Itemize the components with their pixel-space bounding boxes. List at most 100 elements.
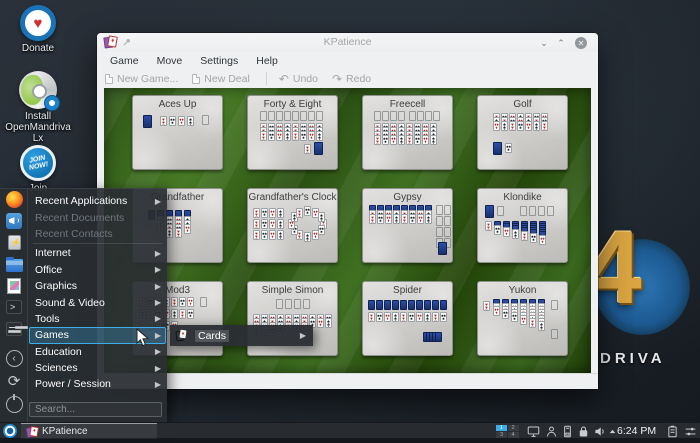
application-launcher-button[interactable] <box>3 424 17 438</box>
desktop-icon-join[interactable]: JOIN NOW! Join <box>0 145 76 194</box>
menubar-item-move[interactable]: Move <box>156 54 183 67</box>
window-menubar: Game Move Settings Help <box>97 52 598 69</box>
menu-item-recent-contacts[interactable]: Recent Contacts <box>29 226 166 242</box>
card-face-up: ♣♣♣ <box>392 312 399 322</box>
chevron-right-icon: ▶ <box>154 347 161 357</box>
window-toolbar: New Game... New Deal ↶ Undo ↷ Redo <box>97 69 598 88</box>
menu-item-games[interactable]: Games ▶ <box>29 327 166 344</box>
toolbar-button-new-game[interactable]: New Game... <box>105 73 178 85</box>
toolbar-button-new-deal[interactable]: New Deal <box>192 73 250 85</box>
digital-clock[interactable]: 6:24 PM <box>617 425 657 437</box>
menu-item-label: Education <box>35 345 82 358</box>
panel-edit-icon[interactable] <box>684 425 697 438</box>
menu-item-tools[interactable]: Tools ▶ <box>29 311 166 327</box>
pin-icon[interactable] <box>121 37 132 48</box>
menu-item-education[interactable]: Education ▶ <box>29 344 166 360</box>
window-titlebar[interactable]: KPatience ⌄ ⌃ ✕ <box>97 33 598 52</box>
display-settings-icon[interactable] <box>527 425 540 438</box>
screen-lock-icon[interactable] <box>577 425 590 438</box>
game-tile-gypsy[interactable]: Gypsy♥♥♥♠♠♠♦♦♦♣♣♣♥♥♥♠♠♠♦♦♦♣♣♣♥♥♥♠♠♠♦♦♦♣♣… <box>362 188 453 263</box>
document-new-icon <box>105 73 113 84</box>
empty-pile-outline <box>436 205 443 215</box>
clipboard-notes-icon[interactable] <box>666 425 679 438</box>
task-label: KPatience <box>42 426 88 437</box>
chevron-right-icon: ▶ <box>154 363 161 373</box>
game-tile-title: Aces Up <box>158 99 197 110</box>
game-tile-grandfather-s-clock[interactable]: Grandfather's Clock ♥♥♥ ♠♠♠ ♦♦♦ ♣♣♣ ♥♥♥ ♠♠♠ ♦♦♦… <box>247 188 338 263</box>
game-tile-forty-eight[interactable]: Forty & Eight♥♥♥♠♠♠♦♦♦♣♣♣♥♥♥♠♠♠♦♦♦♣♣♣♥♥♥… <box>247 95 338 170</box>
card-face-up: ♦♦♦ <box>385 214 392 224</box>
card-face-up: ♦♦♦ <box>269 208 276 218</box>
menubar-item-help[interactable]: Help <box>256 54 278 67</box>
card-deck <box>485 205 494 218</box>
user-icon[interactable] <box>545 425 558 438</box>
game-tile-golf[interactable]: Golf♥♥♥♠♠♠♦♦♦♣♣♣♥♥♥♠♠♠♦♦♦♣♣♣♥♥♥♠♠♠♦♦♦♣♣♣… <box>477 95 568 170</box>
chevron-right-icon: ▶ <box>154 298 161 308</box>
restart-circle-button[interactable]: ⟳ <box>0 370 28 393</box>
menu-item-graphics[interactable]: Graphics ▶ <box>29 278 166 294</box>
card-face-up: ♥♥♥ <box>260 131 267 141</box>
card-face-up: ♥♥♥ <box>253 208 260 218</box>
card-face-up: ♣♣♣ <box>277 230 284 240</box>
favorite-file-manager-icon[interactable] <box>0 254 28 276</box>
game-tile-yukon[interactable]: Yukon♥♥♥♠♠♠♦♦♦♣♣♣♥♥♥♠♠♠♦♦♦♣♣♣♥♥♥♠♠♠♦♦♦♣♣… <box>477 281 568 356</box>
taskbar-task-kpatience[interactable]: KPatience <box>21 423 157 439</box>
game-preview: ♥♥♥♠♠♠♦♦♦♣♣♣♥♥♥♠♠♠♦♦♦♣♣♣♥♥♥♠♠♠♦♦♦♣♣♣♥♥♥♠… <box>481 111 566 169</box>
window-statusbar <box>97 373 598 389</box>
search-input[interactable] <box>29 402 162 417</box>
empty-pile-outline <box>436 216 443 226</box>
menu-item-internet[interactable]: Internet ▶ <box>29 245 166 261</box>
toolbar-button-undo[interactable]: ↶ Undo <box>279 73 318 85</box>
card-face-up: ♣♣♣ <box>284 131 291 141</box>
back-circle-icon: ‹ <box>5 350 23 367</box>
card-face-up: ♠♠♠ <box>382 135 389 145</box>
tray-expander-icon[interactable] <box>606 425 619 438</box>
favorite-terminal-icon[interactable]: > <box>0 297 28 319</box>
document-new-icon <box>192 73 201 84</box>
menu-item-office[interactable]: Office ▶ <box>29 262 166 278</box>
maximize-button[interactable]: ⌃ <box>557 37 565 48</box>
toolbar-label: New Deal <box>204 72 250 85</box>
pager-desktop-2[interactable]: 2 <box>507 424 519 431</box>
menubar-item-settings[interactable]: Settings <box>200 54 239 67</box>
toolbar-separator <box>265 72 267 85</box>
game-preview: ♥♥♥♠♠♠♦♦♦♣♣♣♥♥♥♠♠♠♦♦♦♣♣♣♥♥♥♠♠♠♦♦♦♣♣♣♥♥♥♠… <box>251 111 336 169</box>
menu-item-recent-applications[interactable]: Recent Applications ▶ <box>29 193 166 209</box>
card-face-up: ♠♠♠ <box>300 131 307 141</box>
game-tile-aces-up[interactable]: Aces Up ♥♥♥ ♠♠♠ ♦♦♦ ♣♣♣ <box>132 95 223 170</box>
close-button[interactable]: ✕ <box>575 37 587 49</box>
favorite-usb-device-icon[interactable] <box>0 232 28 254</box>
menu-item-power-session[interactable]: Power / Session ▶ <box>29 376 166 392</box>
menu-item-label: Recent Contacts <box>35 227 113 240</box>
game-tile-spider[interactable]: Spider ♥♥♥ ♠♠♠ ♦♦♦ ♣♣♣ ♥♥♥ ♠♠♠ ♦♦♦ ♣♣♣ ♥♥♥ ♠♠♠ <box>362 281 453 356</box>
minimize-button[interactable]: ⌄ <box>540 37 548 48</box>
menu-item-recent-documents[interactable]: Recent Documents <box>29 209 166 225</box>
volume-icon[interactable] <box>593 425 606 438</box>
desktop-icon-donate[interactable]: ♥ Donate <box>0 5 76 54</box>
game-tile-title: Golf <box>513 99 532 110</box>
menubar-item-game[interactable]: Game <box>110 54 139 67</box>
favorite-announcement-icon[interactable] <box>0 211 28 233</box>
favorite-firefox-icon[interactable] <box>0 189 28 211</box>
pager-desktop-4[interactable]: 4 <box>507 431 519 438</box>
menu-item-label: Recent Applications <box>35 195 128 208</box>
card-face-up: ♦♦♦ <box>312 230 319 240</box>
toolbar-button-redo[interactable]: ↷ Redo <box>332 73 371 85</box>
shutdown-circle-button[interactable] <box>0 393 28 416</box>
submenu-item-cards[interactable]: Cards <box>195 329 230 342</box>
game-tile-title: Gypsy <box>393 192 422 203</box>
removable-device-icon[interactable] <box>561 425 574 438</box>
menu-item-sound-video[interactable]: Sound & Video ▶ <box>29 294 166 310</box>
desktop-icon-install[interactable]: Install OpenMandriva Lx <box>0 71 76 144</box>
card-face-up: ♥♥♥ <box>485 221 492 231</box>
pager-desktop-3[interactable]: 3 <box>496 431 507 438</box>
game-tile-freecell[interactable]: Freecell♥♥♥♠♠♠♦♦♦♣♣♣♥♥♥♠♠♠♦♦♦♣♣♣♥♥♥♠♠♠♦♦… <box>362 95 453 170</box>
back-circle-button[interactable]: ‹ <box>0 347 28 370</box>
card-face-up: ♥♥♥ <box>296 230 303 240</box>
pager-desktop-1[interactable]: 1 <box>496 424 507 431</box>
favorite-image-viewer-icon[interactable] <box>0 275 28 297</box>
menu-item-sciences[interactable]: Sciences ▶ <box>29 360 166 376</box>
game-tile-klondike[interactable]: Klondike ♥♥♥ ♠♠♠ ♦♦♦ ♣♣♣ ♥♥♥ ♠♠♠ ♦♦♦ <box>477 188 568 263</box>
cards-icon <box>176 330 187 341</box>
favorite-settings-sliders-icon[interactable] <box>0 318 28 340</box>
